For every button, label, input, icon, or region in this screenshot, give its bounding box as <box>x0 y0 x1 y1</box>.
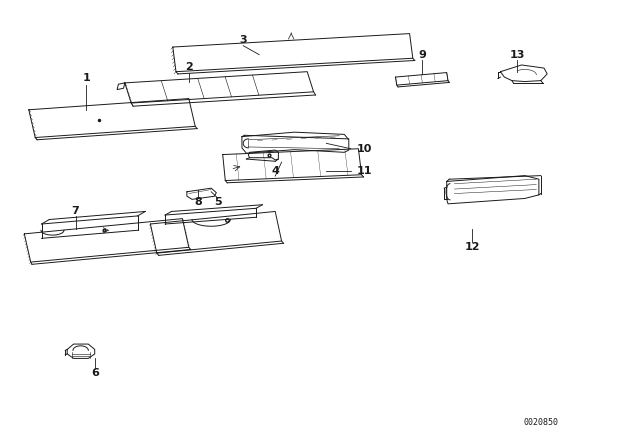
Text: 6: 6 <box>91 368 99 378</box>
Text: 0020850: 0020850 <box>524 418 558 426</box>
Text: 8: 8 <box>195 198 202 207</box>
Text: 13: 13 <box>509 50 525 60</box>
Text: 3: 3 <box>239 35 247 45</box>
Text: 11: 11 <box>357 166 372 176</box>
Text: 4: 4 <box>271 166 279 176</box>
Text: 2: 2 <box>185 62 193 72</box>
Text: 7: 7 <box>72 206 79 215</box>
Text: 5: 5 <box>214 198 221 207</box>
Text: 12: 12 <box>465 242 480 252</box>
Text: 1: 1 <box>83 73 90 83</box>
Text: 9: 9 <box>419 50 426 60</box>
Text: 10: 10 <box>357 144 372 154</box>
